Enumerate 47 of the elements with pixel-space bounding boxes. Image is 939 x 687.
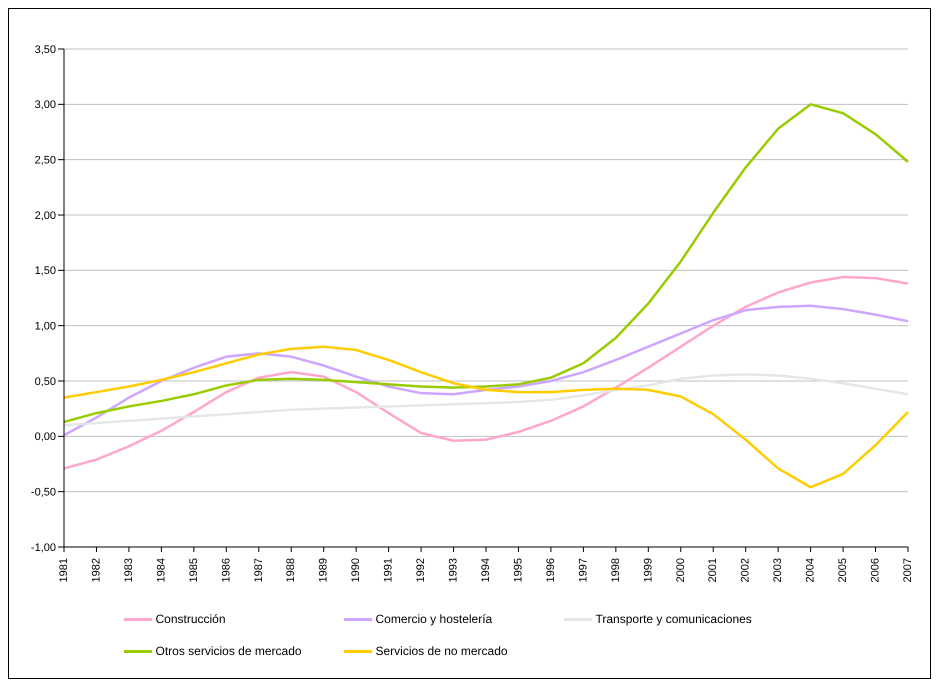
x-tick-label: 2003 (772, 558, 784, 582)
line-series (62, 345, 910, 488)
y-tick-label: 1,00 (34, 320, 56, 333)
x-tick-label: 2000 (674, 558, 687, 582)
x-tick-label: 1981 (58, 558, 70, 582)
x-tick-label: 2007 (902, 558, 914, 582)
x-tick-label: 1992 (415, 558, 428, 582)
x-tick-label: 1995 (512, 558, 524, 582)
x-tick-label: 1996 (544, 558, 557, 582)
y-tick-label: 2,00 (34, 210, 56, 222)
y-tick-label: 3,00 (34, 99, 56, 112)
x-tick-label: 2004 (804, 558, 817, 582)
y-tick-label: 1,50 (34, 265, 56, 278)
x-tick-label: 1999 (642, 558, 654, 582)
x-tick-label: 2002 (740, 558, 752, 582)
x-tick-label: 1984 (155, 558, 168, 582)
y-tick-label: -1,00 (30, 542, 56, 554)
line-series (62, 103, 910, 424)
legend-label: Comercio y hostelería (376, 612, 492, 626)
y-tick-label: 3,50 (34, 44, 56, 56)
x-tick-label: 1982 (90, 558, 102, 582)
line-series (62, 304, 910, 436)
x-tick-label: 2005 (837, 558, 850, 582)
x-tick-label: 1983 (122, 558, 135, 582)
legend-label: Otros servicios de mercado (156, 644, 302, 658)
x-tick-label: 1991 (382, 558, 395, 582)
x-tick-label: 1988 (285, 558, 298, 582)
x-tick-label: 1987 (252, 558, 265, 582)
x-tick-label: 1998 (610, 558, 622, 582)
x-tick-label: 1986 (220, 558, 232, 582)
line-series (62, 373, 910, 427)
line-series (62, 276, 910, 470)
x-tick-label: 1990 (350, 558, 362, 582)
x-tick-label: 1989 (318, 558, 330, 582)
y-tick-label: 0,50 (34, 376, 56, 388)
legend-label: Servicios de no mercado (376, 644, 508, 658)
x-tick-label: 1993 (448, 558, 460, 582)
x-tick-label: 1997 (577, 558, 590, 582)
x-tick-label: 2006 (870, 558, 882, 582)
legend-label: Construcción (156, 612, 226, 626)
legend-label: Transporte y comunicaciones (596, 612, 752, 626)
x-tick-label: 1985 (188, 558, 200, 582)
y-tick-label: -0,50 (30, 486, 56, 499)
x-tick-label: 1994 (480, 558, 492, 582)
x-tick-label: 2001 (707, 558, 720, 582)
y-tick-label: 0,00 (34, 431, 56, 444)
y-tick-label: 2,50 (34, 154, 56, 167)
